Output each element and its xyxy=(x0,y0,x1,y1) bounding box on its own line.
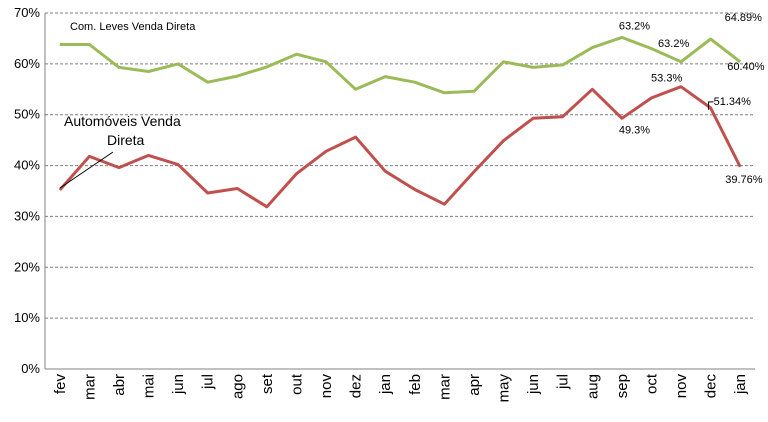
y-tick-labels: 0% 10% 20% 30% 40% 50% 60% 70% xyxy=(14,5,40,376)
y-tick-label: 30% xyxy=(14,208,40,223)
axes xyxy=(44,13,755,370)
series-lines xyxy=(58,35,742,209)
data-label: 64.89% xyxy=(725,12,763,24)
x-tick-label: dez xyxy=(348,374,365,398)
data-label: 39.76% xyxy=(725,174,763,186)
x-tick-label: abr xyxy=(111,374,128,396)
gridlines xyxy=(45,12,755,319)
data-label: 51.34% xyxy=(714,96,752,108)
x-tick-label: fev xyxy=(52,374,69,395)
y-tick-label: 10% xyxy=(14,310,40,325)
x-tick-label: jul xyxy=(555,374,572,390)
y-tick-label: 70% xyxy=(14,5,40,20)
y-tick-label: 40% xyxy=(14,158,40,173)
x-tick-label: jun xyxy=(170,374,187,395)
x-tick-labels: fev mar abr mai jun jul ago set out nov dez jan feb m… xyxy=(52,373,749,402)
legend-red-label-line2: Direta xyxy=(107,132,145,148)
x-tick-label: mai xyxy=(141,374,158,398)
data-label-leader xyxy=(708,101,714,110)
y-tick-label: 20% xyxy=(14,259,40,274)
x-tick-label: feb xyxy=(407,374,424,395)
x-tick-label: jan xyxy=(377,374,394,395)
x-tick-label: mar xyxy=(436,374,453,400)
x-tick-label: jan xyxy=(732,374,749,395)
y-tick-label: 50% xyxy=(14,107,40,122)
data-label: 49.3% xyxy=(619,124,650,136)
x-tick-label: nov xyxy=(318,374,335,399)
x-tick-label: sep xyxy=(614,374,631,398)
x-tick-label: may xyxy=(496,374,513,403)
legend-red-label-line1: Automóveis Venda xyxy=(64,113,181,129)
data-label: 63.2% xyxy=(619,20,650,32)
y-tick-label: 0% xyxy=(21,361,40,376)
x-tick-label: set xyxy=(259,373,276,394)
series-line-com-leves xyxy=(59,35,742,95)
legend-green-label: Com. Leves Venda Direta xyxy=(70,21,196,33)
data-label: 60.40% xyxy=(727,61,765,73)
x-tick-label: mar xyxy=(81,374,98,400)
x-tick-label: jul xyxy=(200,374,217,390)
legend-red-leader-line xyxy=(59,151,114,189)
x-tick-label: oct xyxy=(643,373,660,394)
x-tick-label: ago xyxy=(229,374,246,399)
y-tick-label: 60% xyxy=(14,56,40,71)
x-tick-label: dec xyxy=(703,374,720,399)
legend: Com. Leves Venda Direta Automóveis Venda… xyxy=(59,21,196,189)
data-label: 53.3% xyxy=(651,73,682,85)
data-label: 63.2% xyxy=(658,38,689,50)
x-tick-label: aug xyxy=(584,374,601,399)
x-tick-label: jun xyxy=(525,374,542,395)
series-line-automoveis xyxy=(58,85,742,209)
data-labels: 63.2% 63.2% 64.89% 60.40% 49.3% 53.3% 51.34% 39… xyxy=(619,12,765,186)
x-tick-label: out xyxy=(288,373,305,395)
x-tick-label: nov xyxy=(673,374,690,399)
x-tick-label: apr xyxy=(466,374,483,396)
